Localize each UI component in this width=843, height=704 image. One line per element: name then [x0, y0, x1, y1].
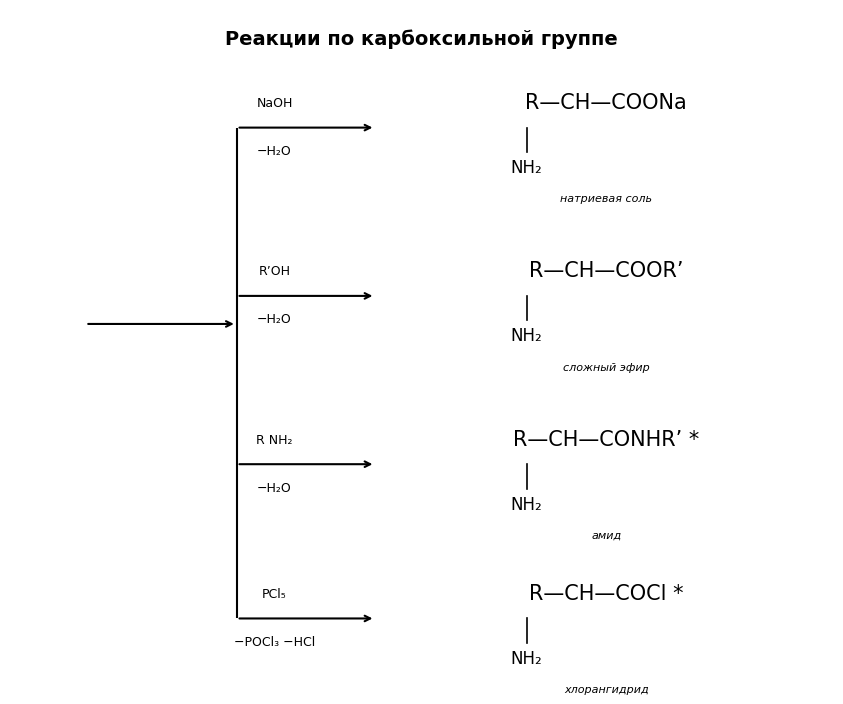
Text: −POCl₃ −HCl: −POCl₃ −HCl — [234, 636, 315, 649]
Text: R—CH—CONHR’ *: R—CH—CONHR’ * — [513, 429, 700, 450]
Text: NH₂: NH₂ — [511, 159, 542, 177]
Text: амид: амид — [591, 531, 621, 541]
Text: NH₂: NH₂ — [511, 327, 542, 346]
Text: R—CH—COONa: R—CH—COONa — [525, 93, 687, 113]
Text: Реакции по карбоксильной группе: Реакции по карбоксильной группе — [225, 30, 618, 49]
Text: R—CH—COOR’: R—CH—COOR’ — [529, 261, 684, 282]
Text: сложный эфир: сложный эфир — [563, 363, 650, 372]
Text: хлорангидрид: хлорангидрид — [564, 685, 649, 695]
Text: R’OH: R’OH — [259, 265, 291, 278]
Text: NH₂: NH₂ — [511, 650, 542, 668]
Text: NaOH: NaOH — [256, 97, 293, 110]
Text: −H₂O: −H₂O — [257, 482, 292, 495]
Text: NH₂: NH₂ — [511, 496, 542, 514]
Text: −H₂O: −H₂O — [257, 145, 292, 158]
Text: PCl₅: PCl₅ — [262, 588, 287, 601]
Text: R NH₂: R NH₂ — [256, 434, 293, 446]
Text: R—CH—COCl *: R—CH—COCl * — [529, 584, 684, 604]
Text: −H₂O: −H₂O — [257, 313, 292, 327]
Text: натриевая соль: натриевая соль — [561, 194, 652, 204]
